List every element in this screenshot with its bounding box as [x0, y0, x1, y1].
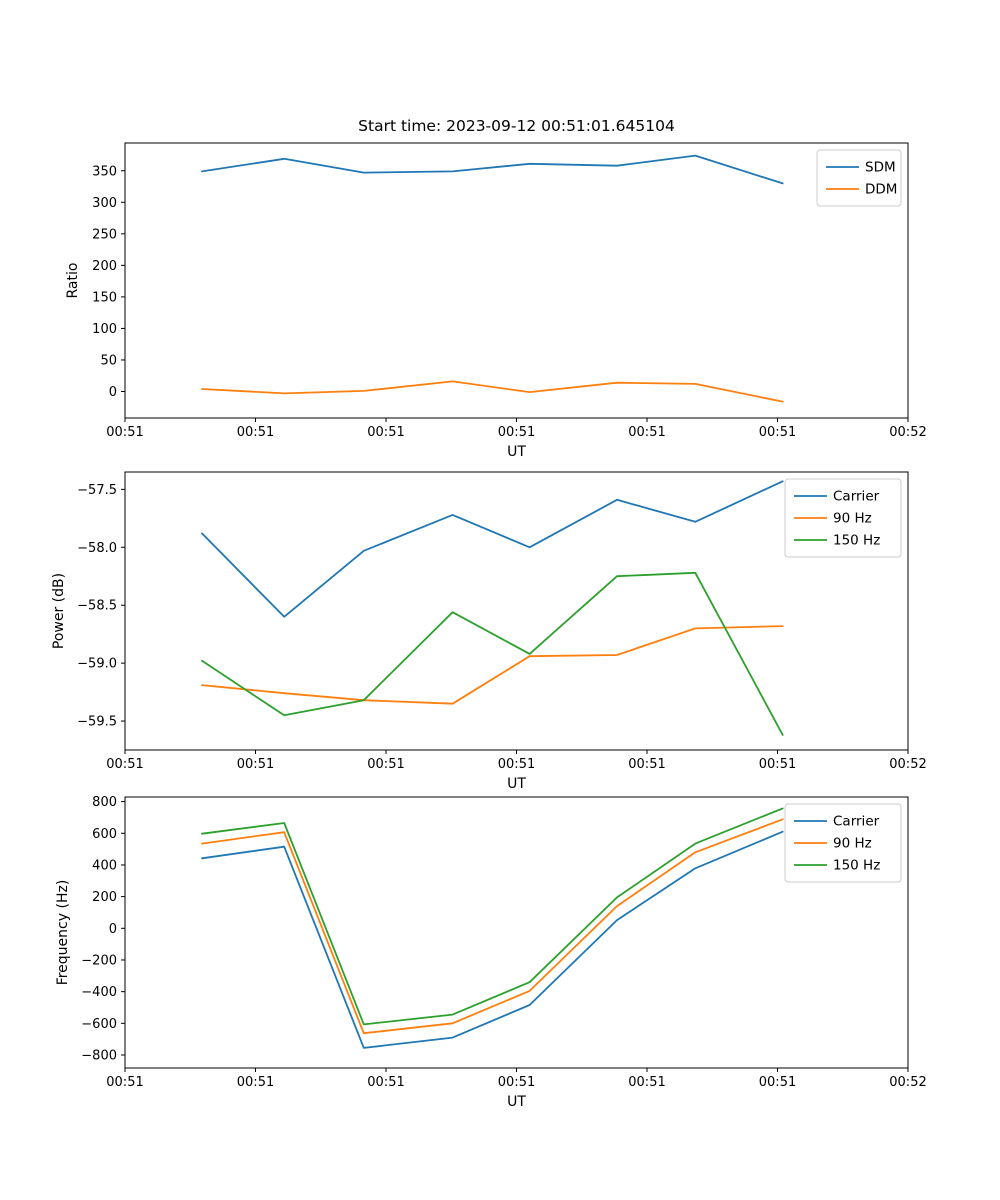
x-tick-label: 00:51 [498, 757, 535, 772]
x-tick-label: 00:51 [106, 425, 143, 440]
x-tick-label: 00:51 [106, 1075, 143, 1090]
x-tick-label: 00:51 [367, 757, 404, 772]
y-tick-label: 350 [92, 164, 117, 179]
y-tick-label: 150 [92, 290, 117, 305]
legend: SDM DDM [816, 149, 902, 207]
x-tick-label: 00:51 [237, 1075, 274, 1090]
x-tick-label: 00:51 [759, 1075, 796, 1090]
y-tick-label: 250 [92, 227, 117, 242]
y-tick-label: 600 [92, 827, 117, 842]
power-chart: 00:51 00:51 00:51 00:51 00:51 00:51 00:52 −57.5… [51, 471, 927, 792]
y-tick-label: 200 [92, 890, 117, 905]
x-tick-label: 00:51 [367, 425, 404, 440]
legend: Carrier 90 Hz 150 Hz [784, 803, 902, 883]
x-axis-label: UT [507, 776, 526, 792]
x-tick-label: 00:51 [759, 425, 796, 440]
x-tick-label: 00:51 [237, 757, 274, 772]
y-tick-label: −800 [81, 1049, 117, 1064]
y-tick-label: −58.0 [77, 541, 117, 556]
x-tick-label: 00:51 [237, 425, 274, 440]
x-tick-label: 00:51 [628, 1075, 665, 1090]
y-tick-label: −600 [81, 1017, 117, 1032]
x-tick-label: 00:52 [889, 1075, 926, 1090]
y-tick-label: 0 [109, 922, 117, 937]
legend-box [816, 149, 902, 207]
legend-label: 90 Hz [833, 511, 872, 527]
legend-label: 150 Hz [833, 533, 880, 549]
x-tick-label: 00:51 [628, 425, 665, 440]
legend-label: 150 Hz [833, 858, 880, 874]
x-tick-label: 00:51 [367, 1075, 404, 1090]
x-axis-label: UT [507, 1094, 526, 1110]
y-tick-label: 50 [100, 353, 117, 368]
x-tick-label: 00:51 [759, 757, 796, 772]
y-tick-label: 0 [109, 385, 117, 400]
legend-label: Carrier [833, 814, 880, 830]
legend-label: Carrier [833, 489, 880, 505]
x-tick-label: 00:51 [498, 1075, 535, 1090]
y-axis-label: Frequency (Hz) [55, 880, 71, 986]
series-line-ddm [201, 380, 784, 403]
x-axis-label: UT [507, 444, 526, 460]
frequency-chart: 00:51 00:51 00:51 00:51 00:51 00:51 00:52 800 60… [55, 795, 927, 1110]
series-line-90-hz [201, 818, 784, 1035]
y-tick-label: −59.0 [77, 657, 117, 672]
legend-label: 90 Hz [833, 836, 872, 852]
y-tick-label: −400 [81, 985, 117, 1000]
axes-frame [124, 142, 909, 419]
series-line-carrier [201, 480, 784, 618]
series-line-carrier [201, 830, 784, 1049]
series-line-150-hz [201, 807, 784, 1026]
y-tick-label: −57.5 [77, 483, 117, 498]
x-tick-label: 00:51 [628, 757, 665, 772]
x-tick-label: 00:52 [889, 425, 926, 440]
y-tick-label: −59.5 [77, 715, 117, 730]
y-tick-label: 800 [92, 795, 117, 810]
series-line-90-hz [201, 625, 784, 705]
figure-title: Start time: 2023-09-12 00:51:01.645104 [358, 117, 675, 135]
x-tick-label: 00:52 [889, 757, 926, 772]
y-tick-label: 100 [92, 322, 117, 337]
legend-box [784, 478, 902, 558]
y-tick-label: 400 [92, 858, 117, 873]
series-line-sdm [201, 154, 784, 185]
legend: Carrier 90 Hz 150 Hz [784, 478, 902, 558]
x-tick-label: 00:51 [106, 757, 143, 772]
y-tick-label: −58.5 [77, 599, 117, 614]
ratio-chart: 00:51 00:51 00:51 00:51 00:51 00:51 00:52 0 50 10… [65, 142, 927, 460]
legend-box [784, 803, 902, 883]
y-axis-label: Ratio [65, 263, 81, 299]
y-tick-label: 300 [92, 196, 117, 211]
y-axis-label: Power (dB) [51, 573, 67, 649]
series-line-150-hz [201, 571, 784, 736]
y-tick-label: 200 [92, 259, 117, 274]
legend-label: SDM [865, 160, 896, 176]
x-tick-label: 00:51 [498, 425, 535, 440]
y-tick-label: −200 [81, 953, 117, 968]
legend-label: DDM [865, 182, 897, 198]
